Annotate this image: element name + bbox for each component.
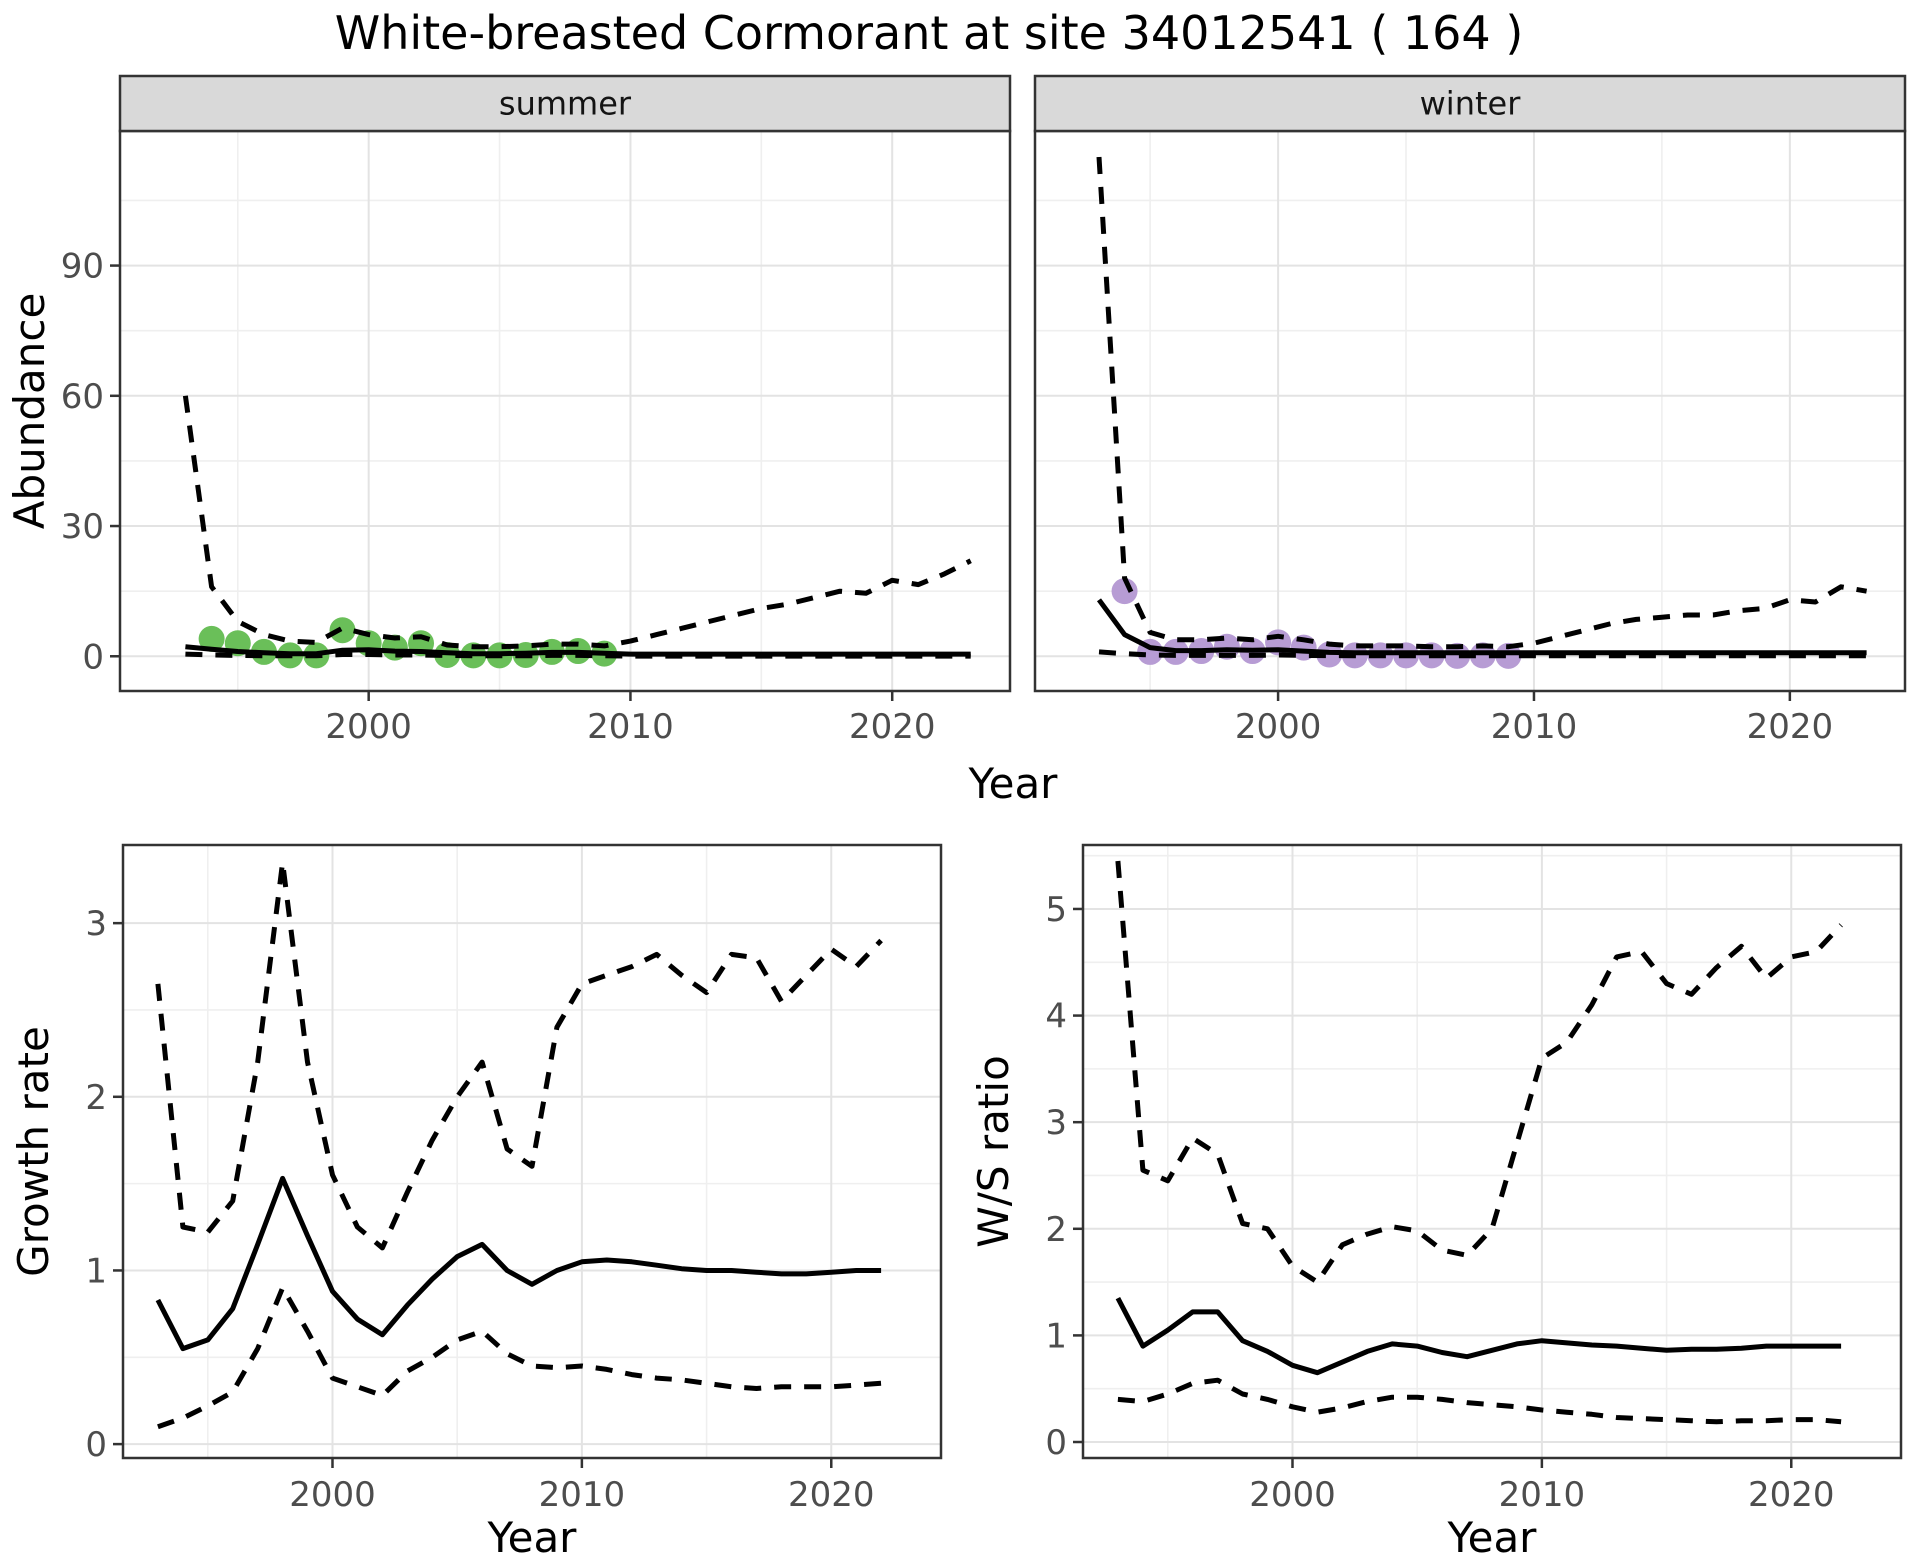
x-axis-title-ws-ratio: Year [1447,1513,1538,1560]
y-tick-label: 1 [85,1251,107,1291]
ci-line [1096,156,1868,650]
x-tick-label: 2000 [1235,707,1322,747]
data-point [1111,578,1138,605]
x-axis-title-abundance: Year [968,759,1059,808]
y-tick-label: 3 [85,904,107,944]
panel-growth-rate: 2000 2010 2020 0 1 2 3 Growth rate Year [9,843,943,1560]
panel-background [1083,845,1901,1458]
y-tick-label: 60 [61,377,104,417]
panel-ws-ratio: 2000 2010 2020 0 1 2 3 4 5 W/S ratio Year [969,843,1903,1560]
panel-border [121,843,943,1460]
ci-line [1115,860,1843,1285]
panel-abundance-summer: 2000 2010 2020 0 30 60 90 summer [61,74,1012,747]
x-tick-label: 2000 [1249,1475,1336,1515]
fit-line [1096,598,1867,656]
ci-line [155,859,883,1251]
y-tick-label: 5 [1045,890,1067,930]
y-tick-label: 4 [1045,997,1067,1037]
x-tick-label: 2010 [1499,1475,1586,1515]
panel-background [120,131,1010,691]
fit-line [1115,1296,1842,1376]
ci-line [1117,1377,1842,1425]
x-tick-label: 2020 [788,1475,875,1515]
y-tick-label: 2 [85,1078,107,1118]
panel-background [123,845,941,1458]
x-tick-label: 2020 [1747,707,1834,747]
data-point [198,625,225,652]
y-tick-label: 30 [61,507,104,547]
y-tick-label: 0 [85,1425,107,1465]
ci-line [1098,649,1867,659]
data-point [329,617,356,644]
y-tick-label: 0 [82,637,104,677]
facet-strip [1033,74,1907,133]
facet-strip-label: winter [1420,85,1522,123]
data-point [1469,642,1496,669]
panel-background [1035,131,1905,691]
y-tick-label: 90 [61,247,104,287]
y-axis-title-abundance: Abundance [5,293,54,530]
ci-line [182,395,972,650]
y-axis-title-ws-ratio: W/S ratio [969,1055,1018,1248]
x-tick-label: 2020 [849,707,936,747]
x-tick-label: 2010 [1491,707,1578,747]
panel-abundance-winter: 2000 2010 2020 winter [1033,74,1907,747]
panel-border [1081,843,1903,1460]
y-tick-label: 2 [1045,1210,1067,1250]
x-tick-label: 2010 [587,707,674,747]
x-tick-label: 2000 [325,707,412,747]
y-tick-label: 1 [1045,1316,1067,1356]
facet-strip-label: summer [499,85,632,123]
y-tick-label: 0 [1045,1423,1067,1463]
fit-line [185,644,971,657]
data-point [1444,642,1471,669]
x-axis-title-growth-rate: Year [487,1513,578,1560]
chart-title: White-breasted Cormorant at site 3401254… [334,6,1524,60]
data-point [1495,642,1522,669]
x-tick-label: 2010 [539,1475,626,1515]
x-tick-label: 2020 [1748,1475,1835,1515]
x-tick-label: 2000 [289,1475,376,1515]
y-axis-title-growth-rate: Growth rate [9,1026,58,1277]
y-tick-label: 3 [1045,1103,1067,1143]
fit-line [155,1175,882,1352]
facet-strip [118,74,1012,133]
ci-line [157,1285,882,1430]
